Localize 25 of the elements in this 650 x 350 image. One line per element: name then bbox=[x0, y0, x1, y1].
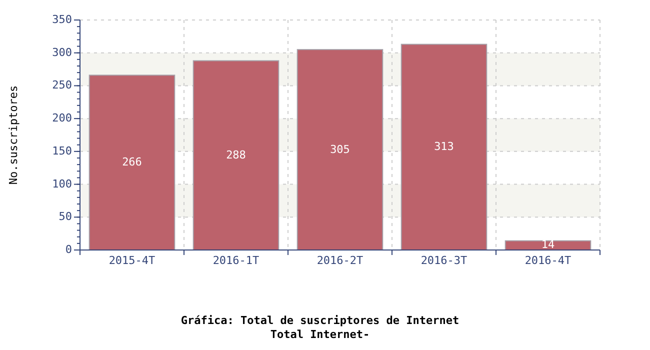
y-tick-label: 350 bbox=[52, 13, 72, 26]
y-tick-label: 150 bbox=[52, 144, 72, 158]
text: Total Internet- bbox=[270, 328, 370, 341]
bar bbox=[88, 74, 176, 250]
y-tick-label: 50 bbox=[58, 210, 72, 224]
bar bbox=[400, 44, 488, 250]
data-label: 305 bbox=[330, 142, 350, 156]
data-label: 288 bbox=[226, 148, 246, 162]
y-tick-label: 100 bbox=[52, 177, 72, 190]
y-tick-label: 0 bbox=[65, 243, 72, 256]
x-tick-label: 2015-4T bbox=[108, 254, 156, 268]
y-tick-label: 300 bbox=[52, 46, 72, 59]
y-tick-label: 250 bbox=[52, 78, 72, 92]
x-tick-label: 2016-2T bbox=[316, 254, 364, 268]
x-tick-label: 2016-3T bbox=[420, 254, 468, 268]
x-tick-label: 2016-1T bbox=[212, 254, 260, 268]
data-label: 14 bbox=[541, 238, 555, 251]
bar bbox=[296, 49, 384, 250]
data-label: 313 bbox=[434, 140, 454, 154]
data-label: 266 bbox=[122, 156, 142, 169]
text: Gráfica: Total de suscriptores de Internet bbox=[180, 314, 460, 327]
y-tick-label: 200 bbox=[52, 112, 72, 125]
bar bbox=[192, 60, 280, 250]
y-axis-title: No.suscriptores bbox=[7, 85, 20, 185]
x-tick-label: 2016-4T bbox=[524, 254, 572, 268]
